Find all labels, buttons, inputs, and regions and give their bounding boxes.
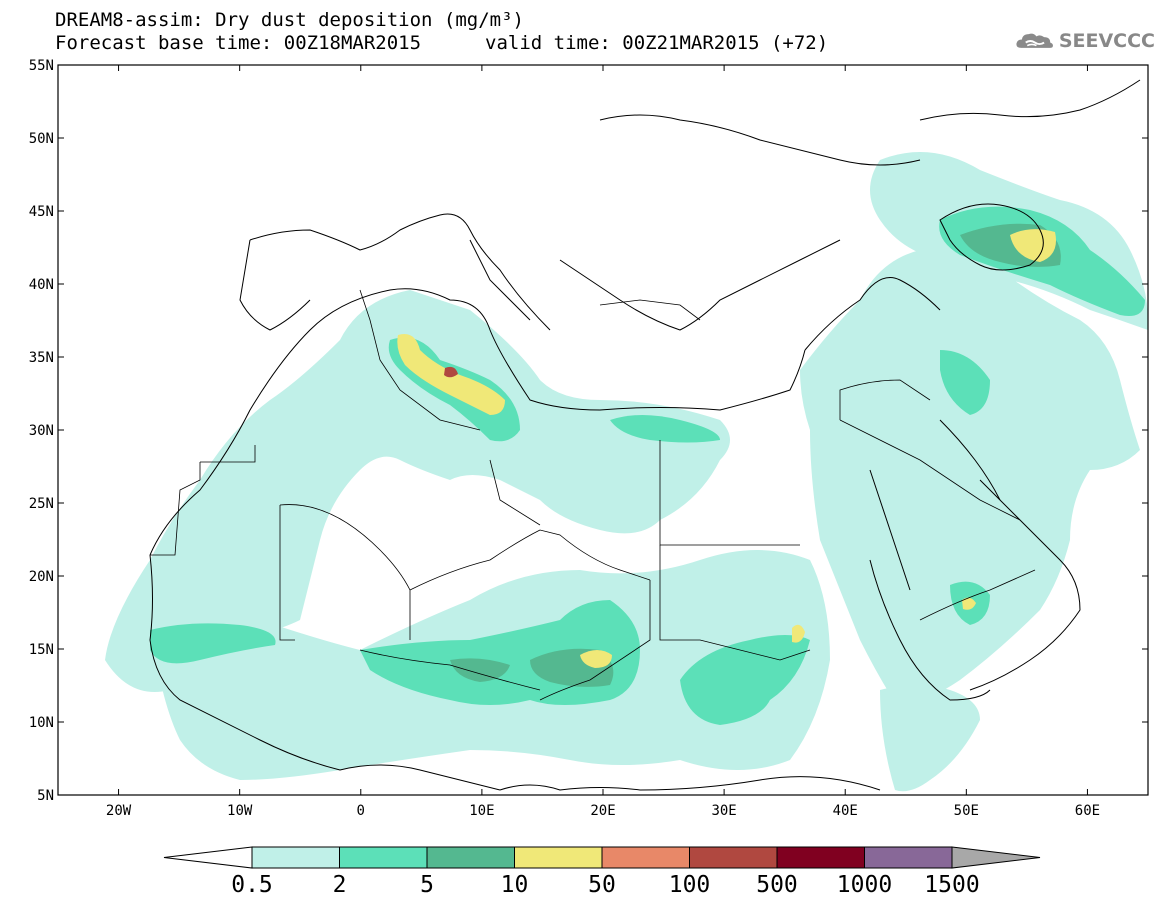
map-title: DREAM8-assim: Dry dust deposition (mg/m³… — [55, 9, 524, 31]
lat-label: 35N — [29, 350, 54, 366]
dust-area-arabia — [800, 247, 1140, 710]
lon-label: 30E — [711, 803, 736, 819]
lat-label: 45N — [29, 204, 54, 220]
lat-label: 5N — [37, 788, 54, 804]
cloud-icon — [1016, 33, 1053, 48]
lon-label: 0 — [357, 803, 365, 819]
legend-label: 1000 — [837, 872, 892, 898]
lon-label: 20E — [590, 803, 615, 819]
map-frame — [57, 64, 1149, 796]
dust-area-senegal — [150, 623, 276, 664]
lon-label: 50E — [954, 803, 979, 819]
lon-label: 20W — [106, 803, 132, 819]
legend-swatch — [426, 846, 515, 869]
lon-label: 60E — [1075, 803, 1100, 819]
dust-area-peak-max — [444, 366, 458, 378]
legend-swatch — [339, 846, 428, 869]
lat-label: 40N — [29, 277, 54, 293]
lat-label: 30N — [29, 423, 54, 439]
logo-text: SEEVCCC — [1058, 30, 1155, 52]
dust-area-horn — [880, 685, 980, 792]
valid-time: valid time: 00Z21MAR2015 (+72) — [485, 32, 829, 54]
dust-area-sudan — [680, 635, 810, 725]
lon-label: 10W — [227, 803, 253, 819]
dust-area-chad-peak — [580, 650, 612, 668]
legend-swatch — [776, 846, 865, 869]
legend-label: 2 — [333, 872, 347, 898]
legend-label: 100 — [669, 872, 711, 898]
lon-label: 10E — [469, 803, 494, 819]
color-legend: 0.5 2 5 10 50 100 500 1000 1500 — [163, 846, 1041, 898]
lat-label: 25N — [29, 496, 54, 512]
country-borders — [150, 289, 1036, 701]
lat-label: 10N — [29, 715, 54, 731]
legend-label: 50 — [588, 872, 616, 898]
dust-area-yemen-peak — [962, 597, 976, 610]
lat-label: 50N — [29, 131, 54, 147]
legend-swatch — [601, 846, 690, 869]
lat-label: 55N — [29, 58, 54, 74]
legend-over-triangle — [951, 846, 1041, 869]
latitude-labels: 55N 50N 45N 40N 35N 30N 25N 20N 15N 10N 5N — [29, 58, 54, 804]
seevccc-logo: SEEVCCC — [1015, 27, 1155, 55]
legend-swatch — [689, 846, 778, 869]
longitude-labels: 20W 10W 0 10E 20E 30E 40E 50E 60E — [106, 803, 1100, 819]
map-panel — [57, 64, 1149, 796]
dust-area-niger — [450, 658, 510, 682]
legend-under-triangle — [163, 846, 253, 869]
legend-swatch — [514, 846, 603, 869]
legend-label: 0.5 — [231, 872, 273, 898]
forecast-base-time: Forecast base time: 00Z18MAR2015 — [55, 32, 422, 54]
legend-swatch — [251, 846, 340, 869]
dust-area-caspian-peak — [1010, 229, 1056, 262]
lat-label: 15N — [29, 642, 54, 658]
legend-swatch — [864, 846, 953, 869]
axis-ticks — [58, 64, 1148, 796]
lon-label: 40E — [833, 803, 858, 819]
dust-area-sudan-peak — [792, 624, 805, 643]
dust-area-libya-coast — [610, 415, 720, 443]
dust-area-west-africa — [105, 290, 730, 692]
legend-label: 5 — [420, 872, 434, 898]
dust-area-iraq — [940, 350, 990, 415]
legend-label: 500 — [756, 872, 798, 898]
legend-label: 1500 — [924, 872, 979, 898]
coastlines — [149, 79, 1141, 791]
legend-label: 10 — [501, 872, 529, 898]
lat-label: 20N — [29, 569, 54, 585]
